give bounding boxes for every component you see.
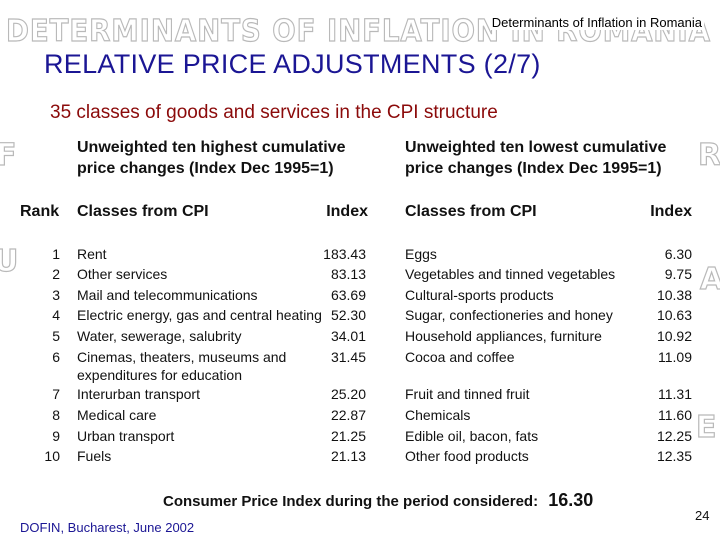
page-number: 24 — [695, 508, 710, 523]
slide-subtitle: 35 classes of goods and services in the … — [50, 102, 498, 123]
highest-class-cell: Mail and telecommunications — [77, 287, 258, 303]
lowest-class-cell: Eggs — [405, 246, 437, 262]
lowest-index-cell: 11.60 — [658, 407, 692, 423]
footer-source: DOFIN, Bucharest, June 2002 — [20, 520, 195, 535]
highest-class-cell: Water, sewerage, salubrity — [77, 328, 242, 344]
highest-index-cell: 63.69 — [330, 287, 366, 303]
highest-class-cell: Interurban transport — [77, 386, 200, 402]
rank-cell: 1 — [52, 246, 60, 262]
highest-index-cell: 83.13 — [330, 266, 366, 282]
highest-index-cell: 183.43 — [323, 246, 366, 262]
lowest-index-cell: 12.35 — [656, 448, 692, 464]
header-subtitle: Determinants of Inflation in Romania — [489, 15, 704, 30]
watermark-fragment-right-mid: A — [699, 261, 720, 297]
watermark-fragment-left-top: F — [0, 137, 17, 173]
lowest-caption: Unweighted ten lowest cumulative price c… — [405, 137, 666, 179]
lowest-caption-line2: price changes (Index Dec 1995=1) — [405, 160, 662, 177]
lowest-class-cell: Cocoa and coffee — [405, 349, 515, 365]
highest-index-cell: 34.01 — [330, 328, 366, 344]
lowest-class-cell: Other food products — [405, 448, 529, 464]
rank-cell: 3 — [52, 287, 60, 303]
header-highest-class: Classes from CPI — [77, 203, 209, 220]
rank-cell: 10 — [44, 448, 60, 464]
lowest-index-cell: 12.25 — [656, 428, 692, 444]
lowest-class-cell: Edible oil, bacon, fats — [405, 428, 539, 444]
lowest-class-cell: Sugar, confectioneries and honey — [405, 307, 613, 323]
cpi-note: Consumer Price Index during the period c… — [163, 490, 593, 511]
watermark-fragment-right-low: E — [695, 409, 717, 445]
cpi-note-label: Consumer Price Index during the period c… — [163, 493, 539, 510]
header-lowest-index: Index — [650, 203, 692, 220]
lowest-class-cell: Household appliances, furniture — [405, 328, 602, 344]
rank-cell: 6 — [52, 349, 60, 365]
rank-cell: 7 — [52, 386, 60, 402]
highest-class-cell: Rent — [77, 246, 107, 262]
highest-class-cell: Medical care — [77, 407, 157, 423]
header-lowest-class: Classes from CPI — [405, 203, 537, 220]
lowest-index-cell: 10.38 — [656, 287, 692, 303]
highest-class-cell: Electric energy, gas and central heating — [77, 307, 322, 323]
lowest-index-cell: 9.75 — [664, 266, 692, 282]
lowest-class-cell: Chemicals — [405, 407, 471, 423]
highest-caption-line2: price changes (Index Dec 1995=1) — [77, 160, 334, 177]
highest-class-cell: Cinemas, theaters, museums and — [77, 349, 287, 365]
rank-cell: 4 — [52, 307, 60, 323]
highest-index-cell: 25.20 — [330, 386, 366, 402]
rank-cell: 8 — [52, 407, 60, 423]
rank-cell: 5 — [52, 328, 60, 344]
highest-class-cell-line2: expenditures for education — [77, 367, 242, 383]
highest-index-cell: 22.87 — [330, 407, 366, 423]
slide-title: RELATIVE PRICE ADJUSTMENTS (2/7) — [44, 49, 541, 79]
watermark-fragment-left-mid: U — [0, 243, 19, 279]
lowest-index-cell: 11.09 — [658, 349, 692, 365]
header-highest-index: Index — [326, 203, 368, 220]
lowest-class-cell: Cultural-sports products — [405, 287, 554, 303]
highest-caption-line1: Unweighted ten highest cumulative — [77, 139, 346, 156]
lowest-class-cell: Fruit and tinned fruit — [405, 386, 530, 402]
highest-index-cell: 21.25 — [330, 428, 366, 444]
highest-class-cell: Fuels — [77, 448, 112, 464]
highest-class-cell: Other services — [77, 266, 168, 282]
lowest-caption-line1: Unweighted ten lowest cumulative — [405, 139, 667, 156]
highest-index-cell: 31.45 — [330, 349, 366, 365]
cpi-note-value: 16.30 — [548, 490, 594, 510]
lowest-index-cell: 10.63 — [656, 307, 692, 323]
lowest-index-cell: 6.30 — [664, 246, 692, 262]
lowest-class-cell: Vegetables and tinned vegetables — [405, 266, 616, 282]
highest-index-cell: 21.13 — [330, 448, 366, 464]
rank-cell: 2 — [52, 266, 60, 282]
highest-index-cell: 52.30 — [330, 307, 366, 323]
lowest-index-cell: 10.92 — [656, 328, 692, 344]
highest-class-cell: Urban transport — [77, 428, 175, 444]
rank-cell: 9 — [52, 428, 60, 444]
lowest-index-cell: 11.31 — [658, 386, 692, 402]
watermark-fragment-right-top: R — [697, 137, 720, 173]
header-rank: Rank — [20, 203, 60, 220]
highest-caption: Unweighted ten highest cumulative price … — [77, 137, 345, 179]
